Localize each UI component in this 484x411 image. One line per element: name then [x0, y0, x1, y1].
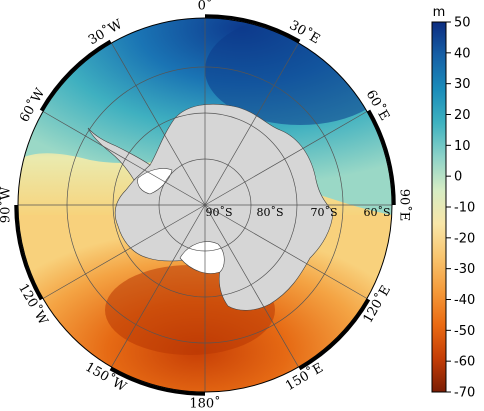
frame-arc-0 [204, 14, 301, 43]
colorbar-tick-label: -70 [454, 386, 475, 401]
map-outline [17, 17, 393, 393]
colorbar-tick-label: -40 [454, 293, 475, 308]
meridian-150 [204, 204, 299, 368]
lat-label-90s: 90˚S [205, 206, 232, 219]
frame-arc-8 [14, 204, 43, 301]
lon-label-lon-180: 180˚ [189, 396, 220, 411]
meridian-30 [204, 42, 299, 206]
colorbar: m 50 40 30 20 10 0 -10 -20 -30 -40 -50 -60 -70 [431, 5, 475, 401]
meridian-210 [111, 204, 206, 368]
lat-label-70s: 70˚S [310, 206, 337, 219]
meridian-lines [18, 18, 392, 392]
meridian-120 [204, 204, 368, 299]
lat-label-60s: 60˚S [363, 206, 390, 219]
colorbar-tick-label: -50 [454, 324, 475, 339]
colorbar-tick-label: 50 [454, 16, 471, 31]
colorbar-tick-label: -10 [454, 201, 475, 216]
meridian-60 [204, 111, 368, 206]
antarctica-land [114, 103, 334, 311]
colorbar-tick-label: 0 [454, 170, 462, 185]
frame-arc-10 [39, 39, 112, 112]
colorbar-unit: m [433, 5, 446, 20]
lon-label-lon-90w: 90˚W [0, 186, 14, 223]
colorbar-tick-label: 10 [454, 139, 471, 154]
colorbar-tick-label: 40 [454, 46, 471, 61]
frame-arc-6 [109, 367, 206, 396]
lon-label-lon-90e: 90˚E [397, 189, 413, 222]
antarctic-peninsula [87, 127, 151, 181]
colorbar-tick-label: -20 [454, 231, 475, 246]
frame-arc-2 [367, 109, 396, 206]
lon-label-lon-0: 0˚ [198, 0, 213, 14]
lat-label-80s: 80˚S [256, 206, 283, 219]
ross-ice-shelf [179, 241, 225, 274]
map-frame [14, 14, 396, 396]
graticule [18, 18, 392, 392]
meridian-330 [111, 42, 206, 206]
meridian-240 [42, 204, 206, 299]
colorbar-tick-label: 20 [454, 108, 471, 123]
colorbar-tick-label: -60 [454, 355, 475, 370]
colorbar-ramp [431, 21, 447, 393]
meridian-300 [42, 111, 206, 206]
colorbar-ticks: 50 40 30 20 10 0 -10 -20 -30 -40 -50 -60 -70 [446, 16, 475, 401]
frame-arc-4 [298, 298, 371, 371]
latitude-labels: 90˚S 80˚S 70˚S 60˚S [205, 206, 390, 219]
colorbar-tick-label: -30 [454, 262, 475, 277]
colorbar-tick-label: 30 [454, 77, 471, 92]
